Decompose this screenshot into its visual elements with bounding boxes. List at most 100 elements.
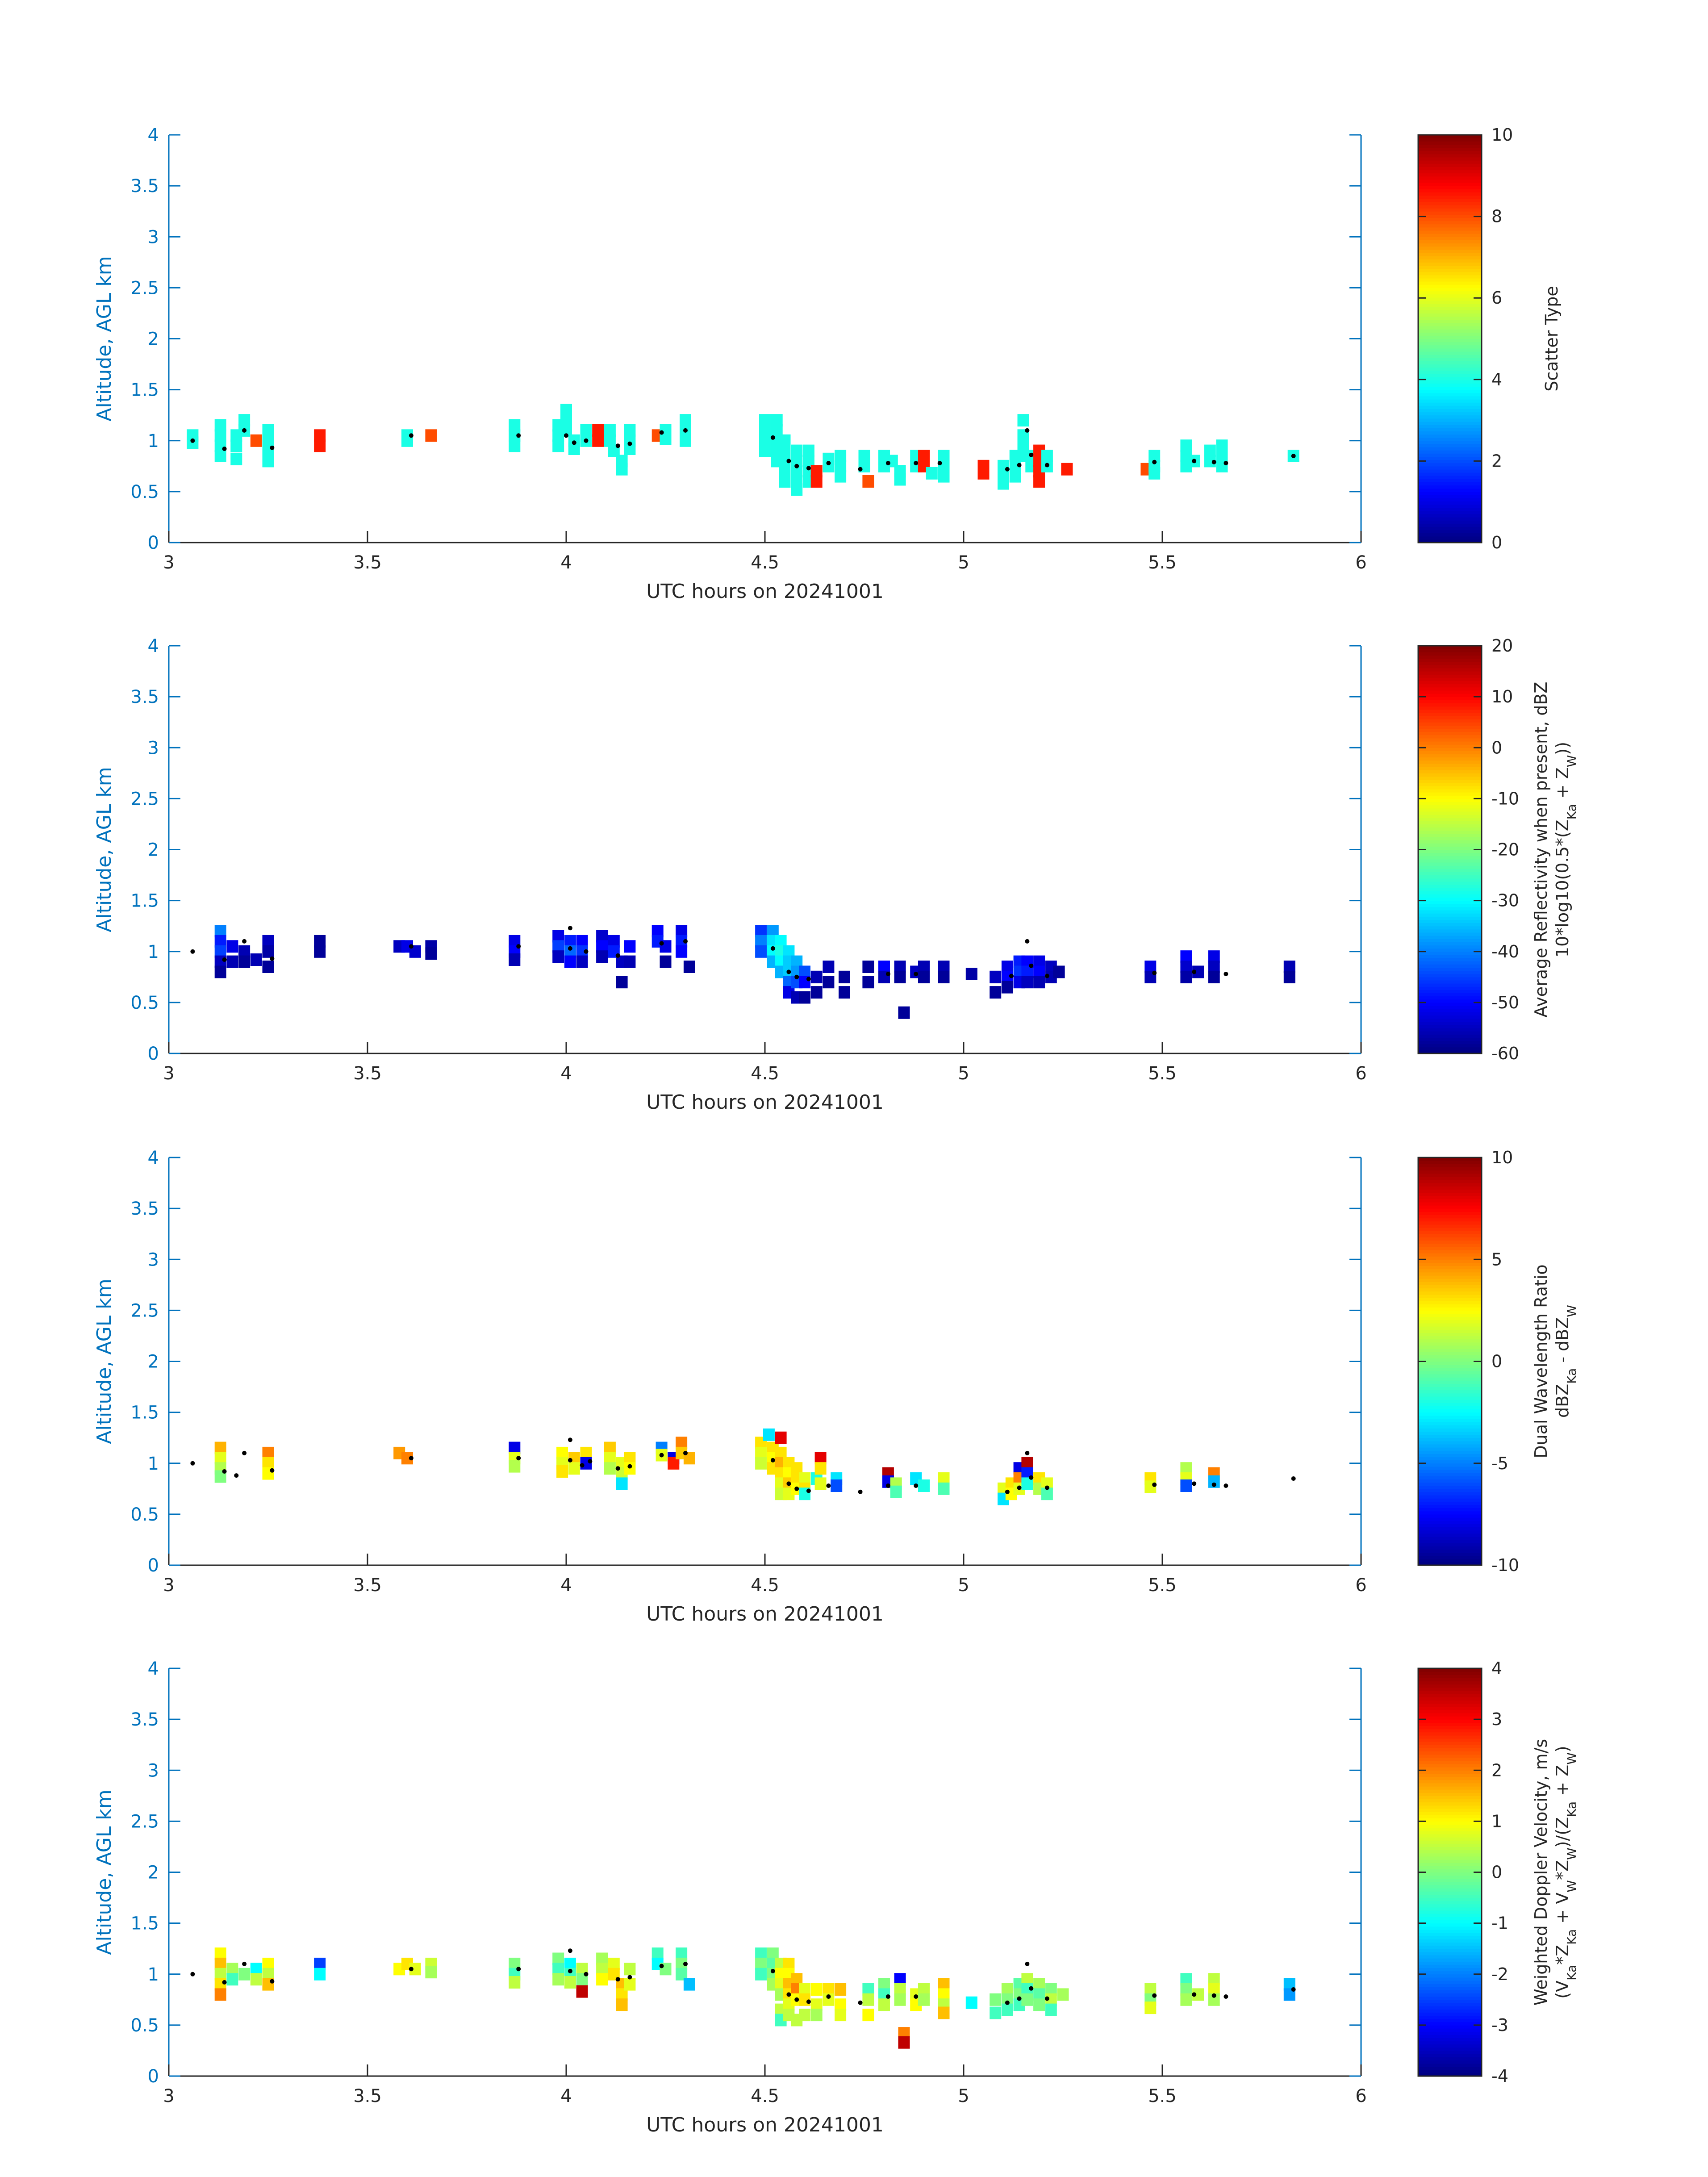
colorbar-swatch: [1418, 1923, 1482, 1927]
colorbar-swatch: [1418, 1914, 1482, 1917]
data-cell: [214, 1988, 226, 2001]
y-tick-label: 4: [148, 125, 159, 146]
x-tick-label: 4.5: [751, 552, 779, 573]
marker-point: [1044, 1996, 1049, 2001]
colorbar-swatch: [1418, 1161, 1482, 1164]
colorbar-swatch: [1418, 1990, 1482, 1994]
colorbar-swatch: [1418, 431, 1482, 435]
colorbar-swatch: [1418, 697, 1482, 700]
colorbar-swatch: [1418, 208, 1482, 212]
colorbar-swatch: [1418, 1364, 1482, 1368]
colorbar-tick-label: 6: [1491, 288, 1502, 308]
colorbar-swatch: [1418, 754, 1482, 758]
data-cell: [1283, 970, 1295, 983]
colorbar-swatch: [1418, 377, 1482, 380]
data-cell: [509, 953, 521, 966]
y-tick-label: 0: [148, 1555, 159, 1576]
data-cell: [965, 968, 977, 980]
colorbar-swatch: [1418, 1466, 1482, 1470]
colorbar-swatch: [1418, 993, 1482, 997]
marker-point: [588, 1459, 593, 1464]
colorbar-swatch: [1418, 1028, 1482, 1032]
colorbar-swatch: [1418, 1678, 1482, 1682]
data-cell: [990, 986, 1002, 999]
colorbar-swatch: [1418, 539, 1482, 543]
marker-point: [568, 1458, 572, 1462]
colorbar-swatch: [1418, 1015, 1482, 1019]
colorbar-swatch: [1418, 1272, 1482, 1276]
data-cell: [938, 470, 950, 483]
colorbar-tick-label: 20: [1491, 636, 1513, 656]
data-cell: [1045, 2003, 1057, 2016]
colorbar-swatch: [1418, 1808, 1482, 1812]
y-tick-label: 0.5: [130, 482, 159, 502]
colorbar-tick-label: 0: [1491, 738, 1502, 757]
colorbar-swatch: [1418, 1981, 1482, 1984]
colorbar-swatch: [1418, 1687, 1482, 1691]
colorbar-swatch: [1418, 731, 1482, 735]
data-cell: [552, 439, 564, 452]
marker-point: [1211, 460, 1216, 464]
colorbar-swatch: [1418, 348, 1482, 352]
colorbar-swatch: [1418, 1968, 1482, 1972]
colorbar-swatch: [1418, 1539, 1482, 1543]
colorbar-swatch: [1418, 664, 1482, 669]
data-cell: [862, 475, 874, 488]
colorbar-swatch: [1418, 1380, 1482, 1384]
colorbar-swatch: [1418, 1929, 1482, 1933]
data-cell: [755, 1457, 767, 1470]
marker-point: [627, 1975, 632, 1980]
colorbar-swatch: [1418, 310, 1482, 314]
colorbar-swatch: [1418, 1195, 1482, 1199]
x-axis-label: UTC hours on 20241001: [646, 2114, 884, 2136]
colorbar-swatch: [1418, 983, 1482, 987]
colorbar-swatch: [1418, 507, 1482, 511]
colorbar-swatch: [1418, 1021, 1482, 1025]
colorbar-swatch: [1418, 1403, 1482, 1406]
data-cell: [810, 970, 823, 983]
colorbar-swatch: [1418, 2006, 1482, 2010]
colorbar-swatch: [1418, 865, 1482, 869]
colorbar-swatch: [1418, 364, 1482, 368]
data-cell: [810, 1983, 823, 1996]
marker-point: [242, 428, 247, 433]
marker-point: [627, 1464, 632, 1469]
marker-point: [1291, 1987, 1296, 1992]
colorbar: 0 2 4 6 8 10 Scatter Type: [1417, 125, 1562, 552]
colorbar-swatch: [1418, 402, 1482, 406]
colorbar-swatch: [1418, 1409, 1482, 1413]
colorbar-swatch: [1418, 661, 1482, 665]
colorbar-swatch: [1418, 1732, 1482, 1736]
x-tick-label: 4.5: [751, 2086, 779, 2106]
marker-point: [1152, 970, 1157, 975]
colorbar-swatch: [1418, 964, 1482, 968]
marker-point: [615, 1466, 620, 1471]
x-axis-label: UTC hours on 20241001: [646, 1091, 884, 1114]
colorbar-swatch: [1418, 476, 1482, 479]
colorbar-swatch: [1418, 1738, 1482, 1742]
data-cell: [878, 1998, 890, 2011]
x-tick-label: 4: [560, 1063, 572, 1084]
marker-point: [1029, 963, 1034, 968]
colorbar-swatch: [1418, 316, 1482, 320]
colorbar-swatch: [1418, 1304, 1482, 1308]
marker-point: [1009, 974, 1014, 978]
colorbar-swatch: [1418, 1709, 1482, 1713]
colorbar-swatch: [1418, 840, 1482, 844]
marker-point: [806, 977, 811, 982]
marker-point: [242, 939, 247, 944]
colorbar-swatch: [1418, 1910, 1482, 1914]
data-cell: [624, 940, 636, 953]
colorbar-swatch: [1418, 313, 1482, 317]
colorbar-swatch: [1418, 1422, 1482, 1425]
colorbar-swatch: [1418, 1546, 1482, 1550]
marker-point: [190, 949, 195, 954]
colorbar-swatch: [1418, 1050, 1482, 1054]
colorbar-swatch: [1418, 275, 1482, 279]
colorbar-swatch: [1418, 201, 1482, 205]
colorbar-tick-label: 10: [1491, 125, 1513, 145]
colorbar-swatch: [1418, 1958, 1482, 1962]
colorbar-label: Weighted Doppler Velocity, m/s: [1531, 1739, 1551, 2006]
panel-dual-wavelength-ratio: 3 3.5 4 4.5 5 5.5 6 0 0.5 1 1.5 2 2.5 3 3.5 4 UTC hours …: [93, 1148, 1579, 1625]
data-cell: [1001, 981, 1013, 994]
